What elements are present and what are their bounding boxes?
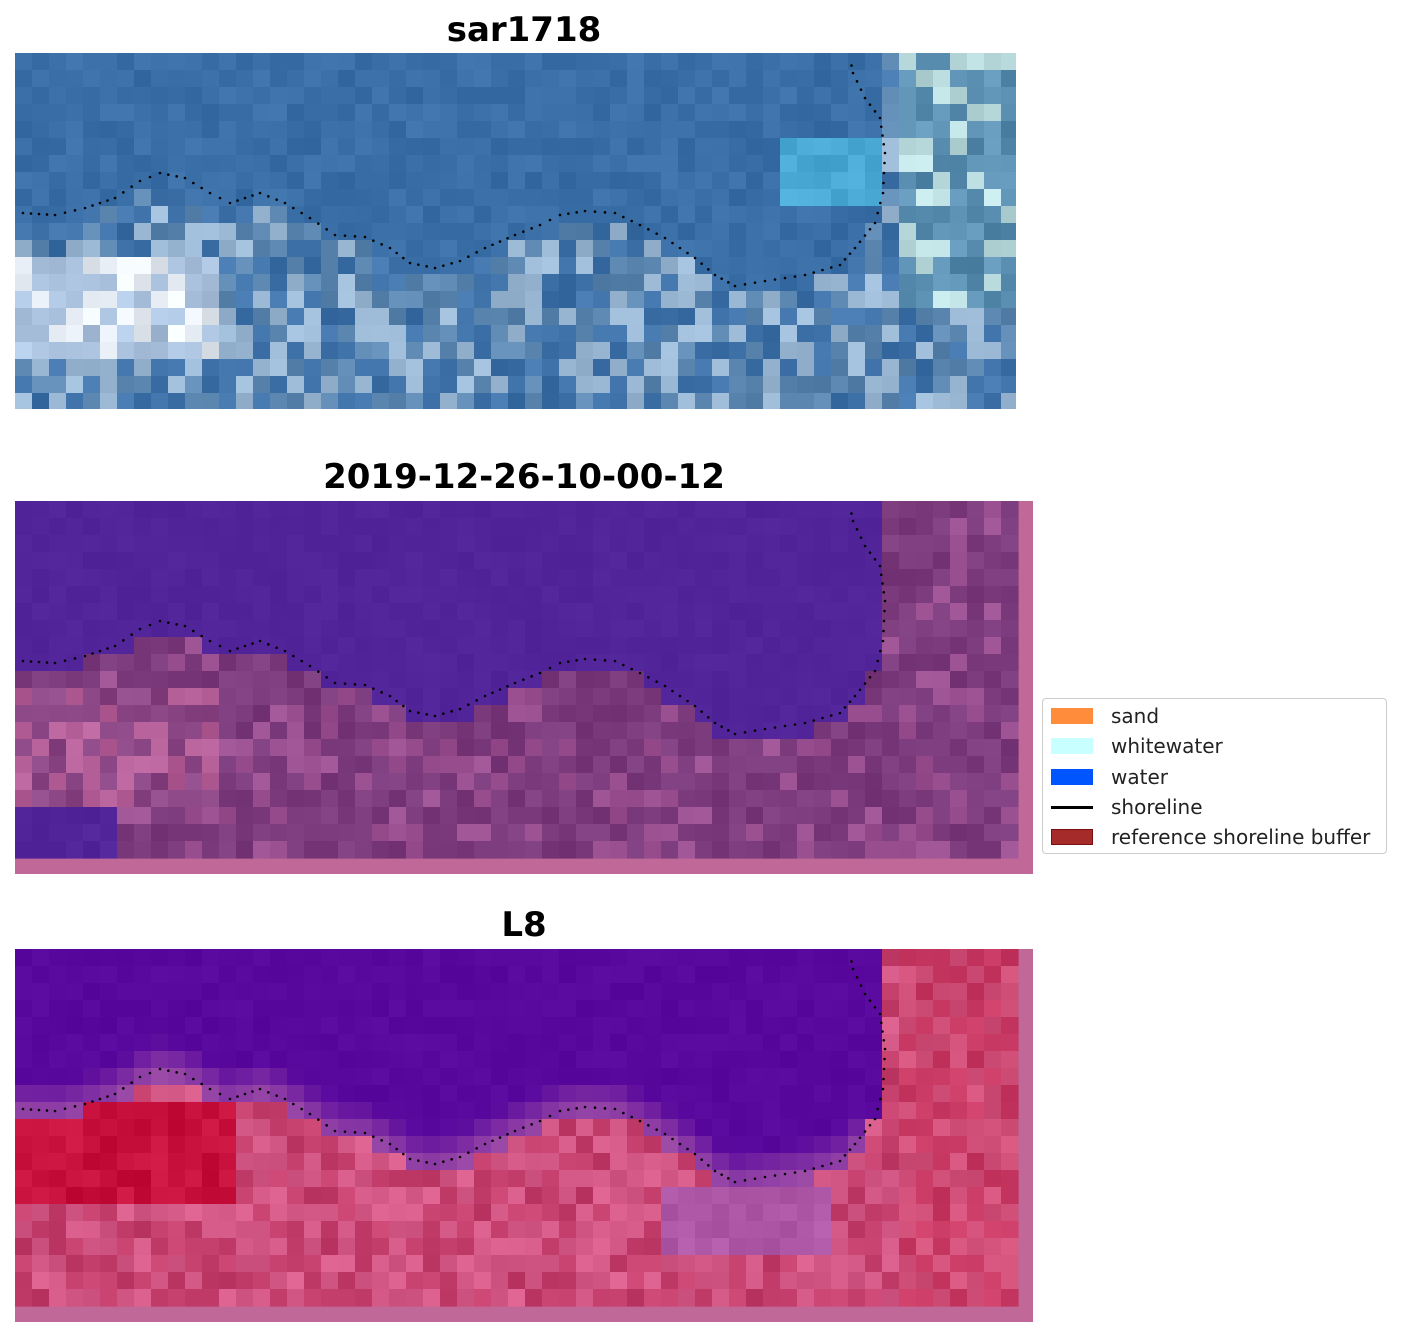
rgb-image: [15, 53, 1016, 409]
pixel-grid: [15, 53, 1016, 409]
legend-label: shoreline: [1111, 795, 1203, 819]
legend-label: reference shoreline buffer: [1111, 825, 1371, 849]
panel-title-classified: 2019-12-26-10-00-12: [323, 457, 725, 497]
classified-image: [15, 501, 1033, 874]
shoreline-line-icon: [1051, 805, 1093, 809]
rgb-image-panel: [15, 53, 1016, 409]
reference-buffer-swatch-icon: [1051, 829, 1093, 845]
classified-image-panel: [15, 501, 1033, 874]
pixel-grid: [15, 949, 1019, 1307]
legend-item-whitewater: whitewater: [1051, 734, 1223, 758]
legend-item-reference-buffer: reference shoreline buffer: [1051, 825, 1371, 849]
legend-label: sand: [1111, 704, 1160, 728]
water-swatch-icon: [1051, 769, 1093, 785]
panel-title-rgb: sar1718: [446, 10, 602, 50]
legend: sand whitewater water shoreline referenc…: [1042, 698, 1387, 854]
l8-index-image: [15, 949, 1033, 1322]
panel-title-l8: L8: [501, 905, 547, 945]
legend-label: water: [1111, 765, 1168, 789]
whitewater-swatch-icon: [1051, 738, 1093, 754]
l8-image-panel: [15, 949, 1033, 1322]
legend-item-sand: sand: [1051, 704, 1160, 728]
pixel-grid: [15, 501, 1019, 859]
legend-item-shoreline: shoreline: [1051, 795, 1203, 819]
shoreline-dots: [21, 512, 887, 736]
shoreline-dots: [21, 960, 887, 1184]
legend-item-water: water: [1051, 765, 1168, 789]
sand-swatch-icon: [1051, 708, 1093, 724]
legend-label: whitewater: [1111, 734, 1223, 758]
shoreline-dots: [21, 64, 887, 288]
